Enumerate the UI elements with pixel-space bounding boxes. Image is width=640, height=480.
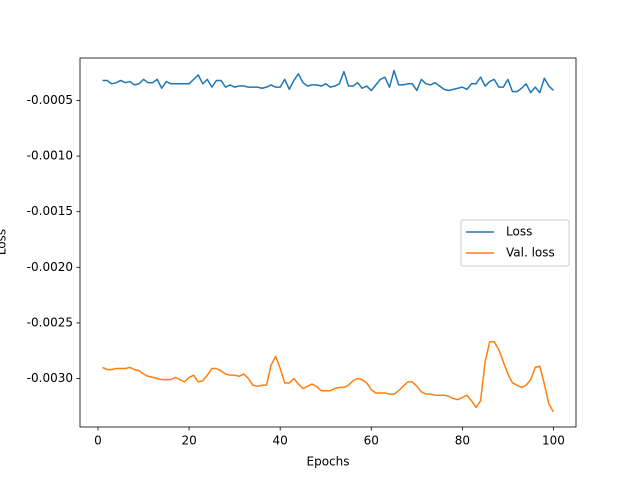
line-series (102, 69, 554, 94)
y-tick-label: -0.0005 (27, 93, 73, 107)
y-tick-label: -0.0025 (27, 315, 73, 329)
legend: Loss Val. loss (460, 219, 570, 267)
y-tick-label: -0.0030 (27, 371, 73, 385)
x-axis-label: Epochs (307, 455, 350, 469)
x-tick-label: 100 (542, 434, 565, 448)
y-axis-label: Loss (0, 229, 9, 255)
x-tick-label: 80 (455, 434, 470, 448)
legend-label: Loss (506, 225, 532, 239)
y-tick-label: -0.0020 (27, 260, 73, 274)
axes-frame (79, 57, 577, 428)
y-tick-label: -0.0015 (27, 204, 73, 218)
legend-label: Val. loss (506, 246, 555, 260)
line-series (102, 341, 555, 413)
x-tick-label: 60 (364, 434, 379, 448)
x-tick-label: 40 (273, 434, 288, 448)
y-tick-label: -0.0010 (27, 149, 73, 163)
x-tick-label: 0 (94, 434, 102, 448)
x-tick-label: 20 (181, 434, 196, 448)
